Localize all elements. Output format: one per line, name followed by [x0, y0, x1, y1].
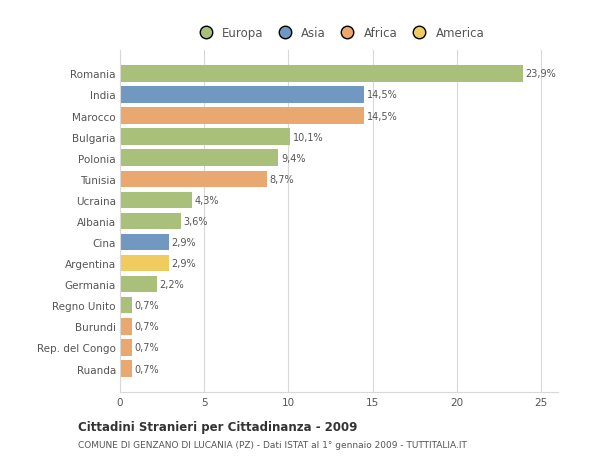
Bar [120, 297, 132, 314]
Text: 0,7%: 0,7% [134, 322, 159, 331]
Text: 2,2%: 2,2% [160, 280, 184, 290]
Bar [120, 255, 169, 272]
Text: COMUNE DI GENZANO DI LUCANIA (PZ) - Dati ISTAT al 1° gennaio 2009 - TUTTITALIA.I: COMUNE DI GENZANO DI LUCANIA (PZ) - Dati… [78, 440, 467, 449]
Text: 4,3%: 4,3% [195, 196, 220, 206]
Bar [120, 360, 132, 377]
Text: 8,7%: 8,7% [269, 174, 294, 185]
Text: Cittadini Stranieri per Cittadinanza - 2009: Cittadini Stranieri per Cittadinanza - 2… [78, 420, 358, 433]
Text: 14,5%: 14,5% [367, 112, 398, 121]
Text: 2,9%: 2,9% [172, 237, 196, 247]
Bar [120, 340, 132, 356]
Text: 0,7%: 0,7% [134, 301, 159, 311]
Bar [120, 234, 169, 251]
Text: 0,7%: 0,7% [134, 343, 159, 353]
Text: 10,1%: 10,1% [293, 132, 323, 142]
Text: 0,7%: 0,7% [134, 364, 159, 374]
Bar [120, 213, 181, 230]
Text: 9,4%: 9,4% [281, 153, 305, 163]
Text: 2,9%: 2,9% [172, 258, 196, 269]
Text: 14,5%: 14,5% [367, 90, 398, 100]
Bar [120, 129, 290, 146]
Text: 3,6%: 3,6% [183, 217, 208, 226]
Bar [120, 66, 523, 83]
Bar [120, 87, 364, 103]
Bar [120, 319, 132, 335]
Bar [120, 171, 266, 188]
Bar [120, 276, 157, 293]
Bar [120, 192, 193, 209]
Bar [120, 108, 364, 124]
Bar [120, 150, 278, 167]
Legend: Europa, Asia, Africa, America: Europa, Asia, Africa, America [189, 22, 489, 45]
Text: 23,9%: 23,9% [525, 69, 556, 79]
